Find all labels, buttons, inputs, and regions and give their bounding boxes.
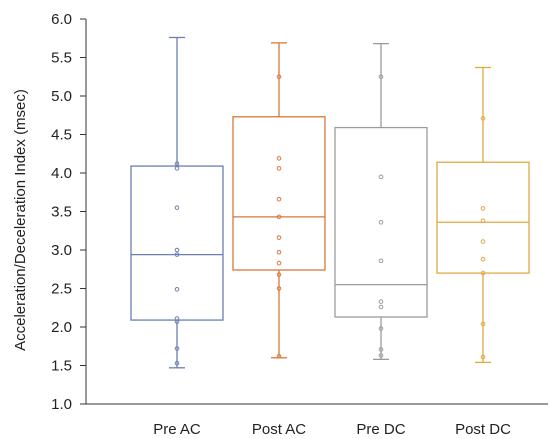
data-point (378, 353, 384, 358)
x-category-label: Post DC (455, 421, 511, 438)
data-point (174, 316, 180, 321)
box-iqr (436, 161, 530, 274)
data-point (174, 286, 180, 292)
box-post-dc (436, 66, 530, 364)
x-category-label: Pre DC (356, 421, 405, 438)
y-axis: 1.0 1.5 2.0 2.5 3.0 3.5 4.0 4.5 5.0 5.5 6.0 (51, 11, 87, 413)
box-series (130, 36, 530, 369)
box-post-ac (232, 42, 326, 359)
data-point (276, 272, 282, 277)
data-point (378, 304, 384, 310)
data-point (480, 354, 486, 360)
x-axis: Pre AC Post AC Pre DC Post DC (86, 403, 548, 438)
data-point (276, 260, 282, 266)
y-tick-label: 3.0 (51, 242, 72, 259)
data-point (480, 239, 486, 244)
data-point (378, 74, 384, 80)
data-point (378, 174, 384, 180)
data-point (174, 360, 180, 366)
data-point (276, 250, 282, 255)
data-point (276, 74, 282, 80)
data-point (480, 270, 486, 276)
data-point (276, 235, 282, 240)
y-tick-label: 4.0 (51, 165, 72, 182)
x-category-label: Post AC (252, 421, 306, 438)
data-point (480, 218, 486, 224)
y-tick-label: 1.0 (51, 396, 72, 413)
y-tick-label: 2.0 (51, 319, 72, 336)
data-point (378, 326, 384, 331)
box-iqr (130, 165, 224, 321)
y-tick-label: 6.0 (51, 11, 72, 28)
data-point (378, 219, 384, 225)
data-point (174, 252, 180, 257)
data-point (276, 353, 282, 359)
y-tick-label: 2.5 (51, 281, 72, 298)
data-point (174, 161, 180, 167)
y-tick-label: 5.5 (51, 50, 72, 67)
data-point (174, 346, 180, 351)
data-point (276, 196, 282, 202)
data-point (276, 286, 282, 291)
data-point (174, 166, 180, 171)
y-tick-label: 3.5 (51, 204, 72, 221)
y-tick-label: 1.5 (51, 358, 72, 375)
data-point (480, 116, 486, 121)
data-point (480, 321, 486, 327)
data-point (276, 156, 282, 161)
data-point (378, 299, 384, 304)
box-iqr (334, 126, 428, 318)
y-tick-label: 5.0 (51, 88, 72, 105)
data-point (378, 347, 384, 352)
data-point (480, 206, 486, 211)
data-point (174, 319, 180, 324)
data-point (276, 166, 282, 171)
data-point (378, 258, 384, 264)
y-axis-title: Acceleration/Deceleration Index (msec) (12, 89, 29, 351)
data-point (174, 247, 180, 253)
x-category-label: Pre AC (153, 421, 201, 438)
box-pre-dc (334, 42, 428, 360)
data-point (276, 214, 282, 220)
box-iqr (232, 116, 326, 271)
y-tick-label: 4.5 (51, 127, 72, 144)
data-point (480, 256, 486, 262)
data-point (174, 205, 180, 210)
box-pre-ac (130, 36, 224, 369)
